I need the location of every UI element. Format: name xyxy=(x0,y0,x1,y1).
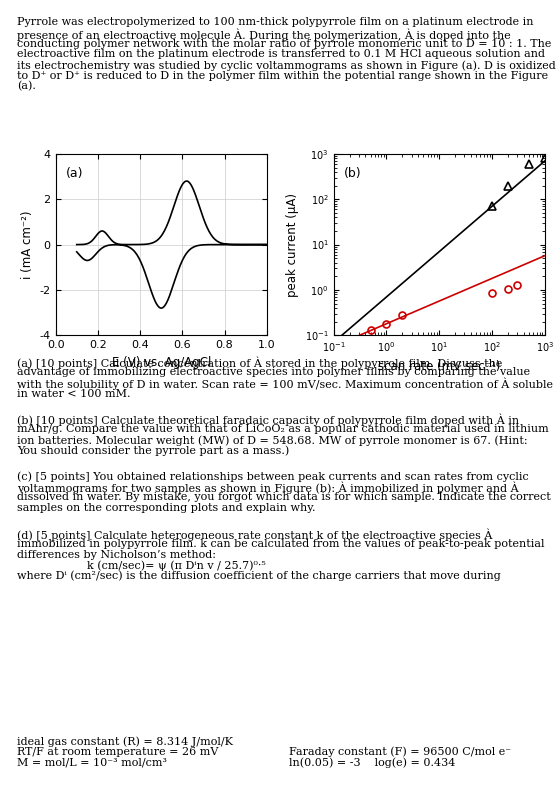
Text: conducting polymer network with the molar ratio of pyrrole monomeric unit to D =: conducting polymer network with the mola… xyxy=(17,39,551,49)
Text: ion batteries. Molecular weight (MW) of D = 548.68. MW of pyrrole monomer is 67.: ion batteries. Molecular weight (MW) of … xyxy=(17,436,527,446)
Text: advantage of immobilizing electroactive species into polymer films by comparing : advantage of immobilizing electroactive … xyxy=(17,367,530,377)
Text: (a): (a) xyxy=(66,166,83,180)
Text: Faraday constant (F) = 96500 C/mol e⁻: Faraday constant (F) = 96500 C/mol e⁻ xyxy=(289,746,512,757)
Text: (b): (b) xyxy=(344,166,362,180)
Text: presence of an electroactive molecule À. During the polymerization, À is doped i: presence of an electroactive molecule À.… xyxy=(17,28,510,40)
Text: to D⁺ or D⁺ is reduced to D in the polymer film within the potential range shown: to D⁺ or D⁺ is reduced to D in the polym… xyxy=(17,71,548,80)
Text: ideal gas constant (R) = 8.314 J/mol/K: ideal gas constant (R) = 8.314 J/mol/K xyxy=(17,736,232,746)
Text: with the solubility of D in water. Scan rate = 100 mV/sec. Maximum concentration: with the solubility of D in water. Scan … xyxy=(17,378,553,391)
Text: its electrochemistry was studied by cyclic voltammograms as shown in Figure (a).: its electrochemistry was studied by cycl… xyxy=(17,60,555,70)
Text: (c) [5 points] You obtained relationships between peak currents and scan rates f: (c) [5 points] You obtained relationship… xyxy=(17,471,528,481)
Text: ln(0.05) = -3    log(e) = 0.434: ln(0.05) = -3 log(e) = 0.434 xyxy=(289,757,455,768)
Text: (a) [10 points] Calculate concentration of À stored in the polypyrrole film. Dis: (a) [10 points] Calculate concentration … xyxy=(17,357,502,369)
X-axis label: scan rate (mV sec⁻¹): scan rate (mV sec⁻¹) xyxy=(378,360,500,372)
Text: You should consider the pyrrole part as a mass.): You should consider the pyrrole part as … xyxy=(17,446,289,456)
Text: M = mol/L = 10⁻³ mol/cm³: M = mol/L = 10⁻³ mol/cm³ xyxy=(17,757,167,768)
Text: immobilized in polypyrrole film. k can be calculated from the values of peak-to-: immobilized in polypyrrole film. k can b… xyxy=(17,539,544,549)
Y-axis label: i (mA cm⁻²): i (mA cm⁻²) xyxy=(21,211,34,279)
Text: k (cm/sec)= ψ (π Dⁱn v / 25.7)⁰·⁵: k (cm/sec)= ψ (π Dⁱn v / 25.7)⁰·⁵ xyxy=(17,560,265,570)
Text: (d) [5 points] Calculate heterogeneous rate constant k of the electroactive spec: (d) [5 points] Calculate heterogeneous r… xyxy=(17,529,492,540)
Text: where Dⁱ (cm²/sec) is the diffusion coefficient of the charge carriers that move: where Dⁱ (cm²/sec) is the diffusion coef… xyxy=(17,571,500,581)
Text: mAhr/g. Compare the value with that of LiCoO₂ as a popular cathodic material use: mAhr/g. Compare the value with that of L… xyxy=(17,424,548,435)
Text: electroactive film on the platinum electrode is transferred to 0.1 M HCl aqueous: electroactive film on the platinum elect… xyxy=(17,50,545,59)
X-axis label: E (V) vs. Ag/AgCl: E (V) vs. Ag/AgCl xyxy=(112,356,211,368)
Text: (b) [10 points] Calculate theoretical faradaic capacity of polypyrrole film dope: (b) [10 points] Calculate theoretical fa… xyxy=(17,413,519,426)
Text: Pyrrole was electropolymerized to 100 nm-thick polypyrrole film on a platinum el: Pyrrole was electropolymerized to 100 nm… xyxy=(17,17,533,28)
Text: (a).: (a). xyxy=(17,81,36,92)
Text: voltammograms for two samples as shown in Figure (b): À immobilized in polymer a: voltammograms for two samples as shown i… xyxy=(17,481,518,494)
Y-axis label: peak current (μA): peak current (μA) xyxy=(286,193,299,297)
Text: dissolved in water. By mistake, you forgot which data is for which sample. Indic: dissolved in water. By mistake, you forg… xyxy=(17,492,550,503)
Text: differences by Nicholson’s method:: differences by Nicholson’s method: xyxy=(17,549,216,559)
Text: RT/F at room temperature = 26 mV: RT/F at room temperature = 26 mV xyxy=(17,746,218,757)
Text: samples on the corresponding plots and explain why.: samples on the corresponding plots and e… xyxy=(17,503,315,513)
Text: in water < 100 mM.: in water < 100 mM. xyxy=(17,388,130,398)
